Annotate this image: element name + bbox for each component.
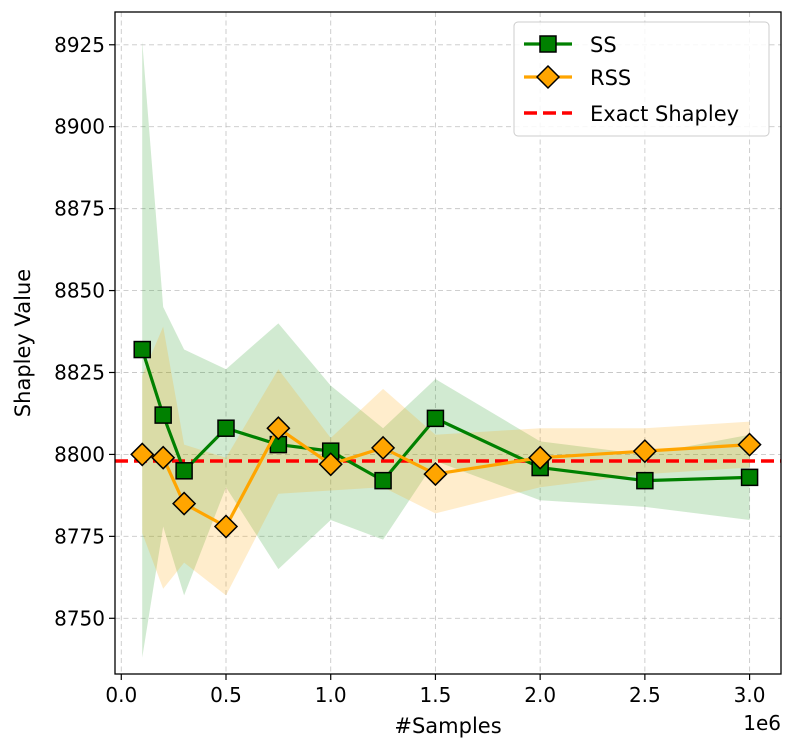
x-axis-label: #Samples [394, 714, 501, 738]
y-tick-label: 8850 [54, 279, 105, 303]
data-point-rss [172, 491, 197, 516]
y-tick-label: 8775 [54, 524, 105, 548]
data-point-ss [374, 471, 392, 490]
data-point-ss [154, 406, 172, 424]
x-tick-label: 1.5 [420, 683, 452, 707]
x-tick-label: 2.0 [524, 683, 556, 707]
legend: SS RSS Exact Shapley [513, 21, 770, 137]
data-point-ss [636, 471, 654, 490]
data-point-ss [217, 419, 235, 437]
data-point-rss [632, 439, 657, 464]
data-point-ss [133, 340, 151, 359]
data-point-rss [528, 445, 553, 470]
legend-label-ss: SS [590, 33, 617, 57]
y-tick-label: 8900 [54, 115, 105, 139]
data-point-rss [213, 514, 239, 539]
y-tick-label: 8750 [54, 606, 105, 630]
axis-ticks: 0.0 0.5 1.0 1.5 2.0 2.5 3.0 8750 8775 8800 8825 885… [54, 33, 765, 707]
data-point-rss [737, 432, 762, 457]
data-point-rss [371, 435, 396, 460]
data-point-ss [426, 409, 445, 428]
legend-label-exact-shapley: Exact Shapley [590, 102, 739, 126]
data-point-ss [175, 462, 193, 480]
x-tick-label: 3.0 [734, 683, 766, 707]
y-axis-label: Shapley Value [11, 269, 35, 417]
x-tick-label: 2.5 [629, 683, 661, 707]
y-tick-label: 8925 [54, 33, 105, 57]
plot-frame [114, 11, 782, 675]
legend-marker-rss [535, 64, 561, 90]
x-axis-offset-label: 1e6 [743, 711, 781, 735]
y-tick-label: 8800 [54, 442, 105, 466]
data-point-rss [151, 445, 176, 470]
data-point-rss [130, 442, 155, 467]
legend-box [513, 21, 770, 137]
confidence-band-ss [142, 41, 750, 658]
legend-label-rss: RSS [590, 66, 631, 90]
series-lines [130, 340, 762, 539]
x-tick-label: 0.0 [105, 683, 137, 707]
x-tick-label: 0.5 [210, 683, 242, 707]
x-tick-label: 1.0 [315, 683, 347, 707]
legend-items: SS RSS Exact Shapley [524, 33, 739, 126]
data-point-rss [423, 462, 448, 487]
data-point-ss [740, 468, 759, 487]
data-point-rss [266, 416, 291, 441]
legend-marker-ss [539, 35, 557, 53]
data-point-rss [318, 452, 343, 477]
y-tick-label: 8825 [54, 360, 105, 384]
y-tick-label: 8875 [54, 197, 105, 221]
